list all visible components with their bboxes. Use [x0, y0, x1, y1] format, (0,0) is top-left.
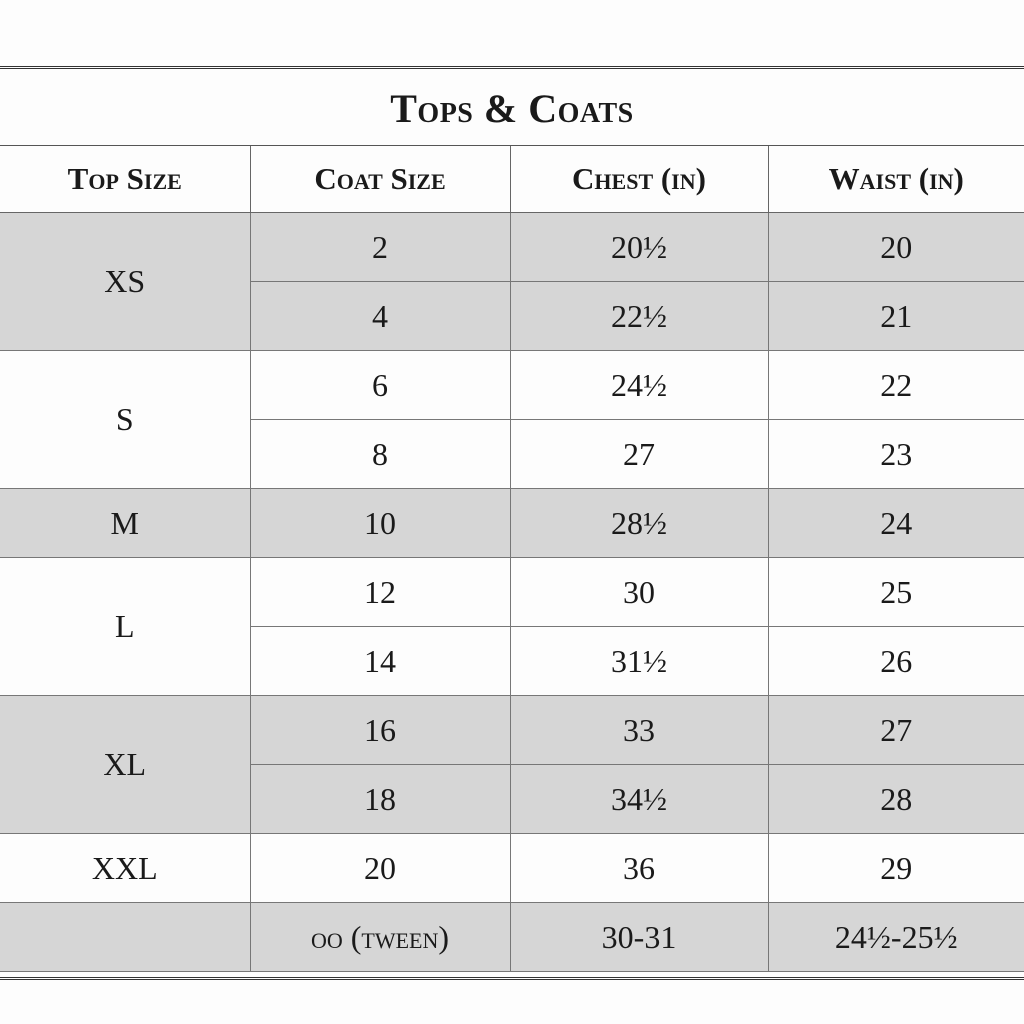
table-row: XXL 20 36 29 — [0, 833, 1024, 903]
coat-size-cell: 20 — [249, 833, 511, 903]
top-size-cell — [0, 902, 251, 972]
coat-size-cell: 14 — [250, 626, 511, 696]
waist-cell: 20 — [767, 212, 1024, 282]
waist-cell: 26 — [767, 626, 1024, 696]
top-size-cell: S — [0, 350, 251, 489]
waist-cell: 24½-25½ — [767, 902, 1024, 972]
top-size-cell: XXL — [0, 833, 251, 903]
chest-cell: 34½ — [509, 764, 769, 834]
header-waist: Waist (in) — [767, 146, 1024, 213]
table-row: 14 31½ 26 — [0, 626, 1024, 696]
top-size-cell: XL — [0, 695, 251, 834]
top-size-cell: M — [0, 488, 251, 558]
chest-cell: 33 — [509, 695, 769, 765]
header-chest: Chest (in) — [509, 146, 769, 213]
coat-size-cell: 8 — [250, 419, 511, 489]
coat-size-cell: 16 — [249, 695, 511, 765]
header-coat-size: Coat Size — [249, 146, 511, 213]
table-row: XL 16 33 27 — [0, 695, 1024, 834]
table-row: XS 2 20½ 20 — [0, 212, 1024, 351]
table-title: Tops & Coats — [0, 72, 1024, 146]
coat-size-cell: 2 — [249, 212, 511, 282]
size-chart-table: Top Size Coat Size Chest (in) Waist (in)… — [0, 146, 1024, 972]
chest-cell: 36 — [509, 833, 769, 903]
chest-cell: 28½ — [509, 488, 769, 558]
table-row: 4 22½ 21 — [0, 281, 1024, 351]
waist-cell: 22 — [767, 350, 1024, 420]
header-row: Top Size Coat Size Chest (in) Waist (in) — [0, 146, 1024, 213]
waist-cell: 24 — [767, 488, 1024, 558]
chest-cell: 30 — [509, 557, 769, 627]
chest-cell: 31½ — [509, 626, 769, 696]
chest-cell: 20½ — [509, 212, 769, 282]
table-frame — [0, 66, 1024, 980]
chest-cell: 22½ — [509, 281, 769, 351]
table-row: M 10 28½ 24 — [0, 488, 1024, 558]
table-row: oo (tween) 30-31 24½-25½ — [0, 902, 1024, 972]
table-row: 8 27 23 — [0, 419, 1024, 489]
coat-size-cell: oo (tween) — [249, 902, 511, 972]
top-size-cell: L — [0, 557, 251, 696]
waist-cell: 23 — [767, 419, 1024, 489]
waist-cell: 28 — [767, 764, 1024, 834]
waist-cell: 21 — [767, 281, 1024, 351]
chest-cell: 30-31 — [509, 902, 769, 972]
waist-cell: 29 — [767, 833, 1024, 903]
coat-size-cell: 12 — [249, 557, 511, 627]
coat-size-cell: 18 — [250, 764, 511, 834]
top-size-cell: XS — [0, 212, 251, 351]
table-row: S 6 24½ 22 — [0, 350, 1024, 489]
waist-cell: 25 — [767, 557, 1024, 627]
coat-size-cell: 6 — [249, 350, 511, 420]
chest-cell: 27 — [509, 419, 769, 489]
table-row: L 12 30 25 — [0, 557, 1024, 696]
waist-cell: 27 — [767, 695, 1024, 765]
table-row: 18 34½ 28 — [0, 764, 1024, 834]
coat-size-cell: 10 — [249, 488, 511, 558]
coat-size-cell: 4 — [250, 281, 511, 351]
header-top-size: Top Size — [0, 146, 251, 213]
chest-cell: 24½ — [509, 350, 769, 420]
